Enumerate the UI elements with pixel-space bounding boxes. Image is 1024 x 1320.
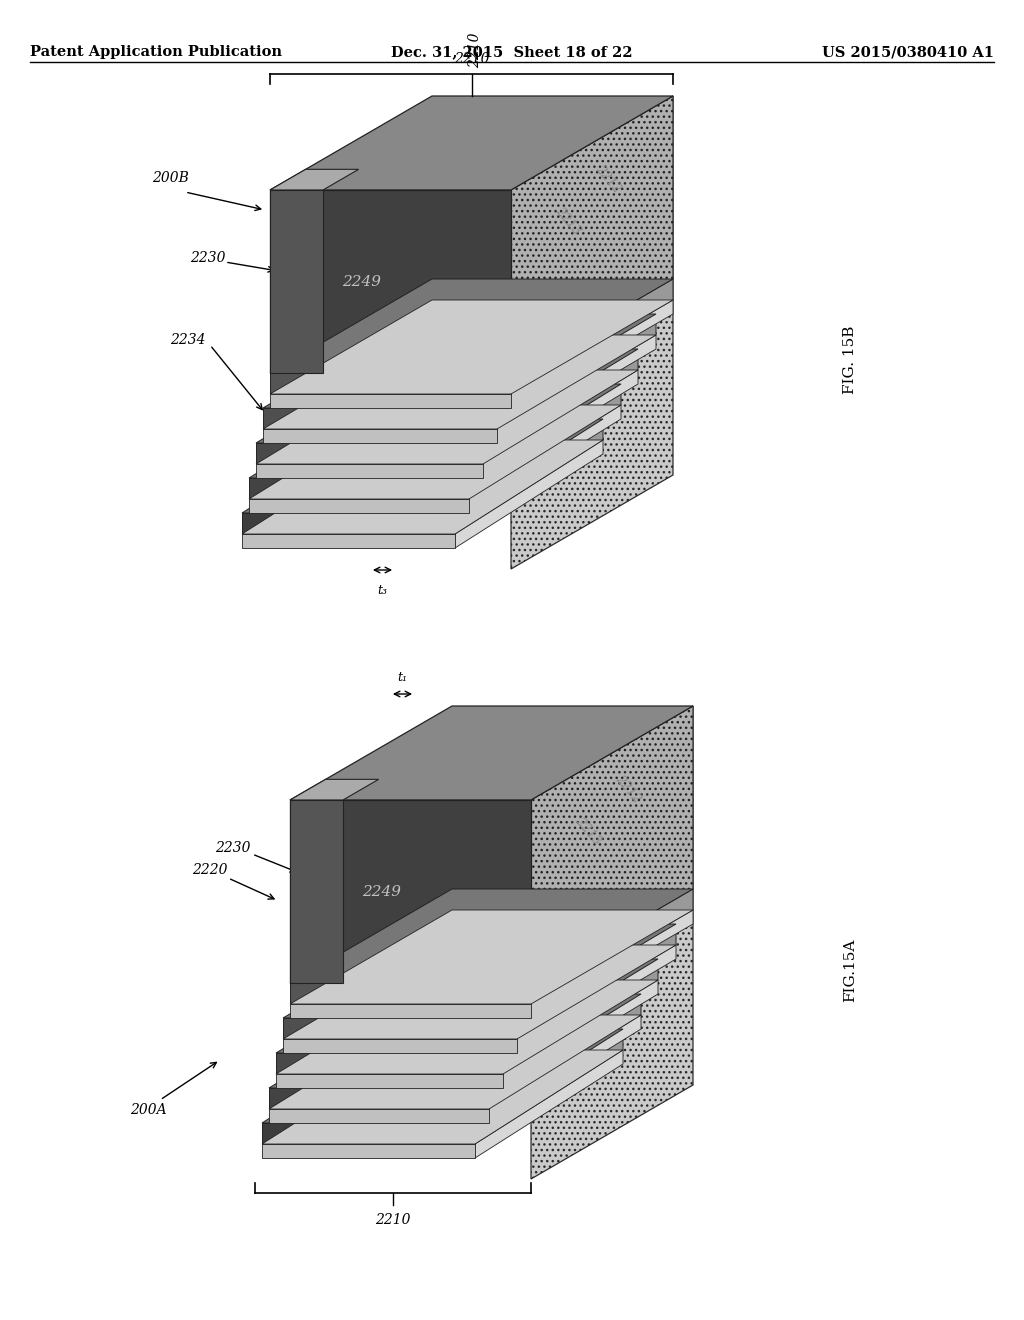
Polygon shape <box>270 300 673 393</box>
Polygon shape <box>256 444 483 465</box>
Text: FIG.15A: FIG.15A <box>843 939 857 1002</box>
Text: 2210: 2210 <box>375 1213 411 1228</box>
Polygon shape <box>242 440 603 535</box>
Polygon shape <box>511 96 673 374</box>
Polygon shape <box>290 800 531 983</box>
Text: 200B: 200B <box>152 172 188 185</box>
Polygon shape <box>497 335 656 444</box>
Polygon shape <box>290 779 379 800</box>
Polygon shape <box>263 335 656 429</box>
Polygon shape <box>242 513 455 535</box>
Polygon shape <box>270 96 673 190</box>
Polygon shape <box>455 418 603 535</box>
Polygon shape <box>270 190 511 374</box>
Polygon shape <box>283 924 676 1018</box>
Polygon shape <box>511 279 673 393</box>
Polygon shape <box>276 1053 503 1074</box>
Polygon shape <box>249 478 469 499</box>
Polygon shape <box>517 945 676 1053</box>
Text: US 2015/0380410 A1: US 2015/0380410 A1 <box>822 45 994 59</box>
Polygon shape <box>531 909 693 1018</box>
Text: 2213: 2213 <box>552 205 583 238</box>
Text: 2249: 2249 <box>362 884 401 899</box>
Polygon shape <box>242 535 455 548</box>
Polygon shape <box>283 945 676 1039</box>
Polygon shape <box>483 348 638 465</box>
Text: 2249: 2249 <box>342 275 381 289</box>
Polygon shape <box>503 960 658 1074</box>
Text: 2210: 2210 <box>454 51 489 66</box>
Polygon shape <box>276 979 658 1074</box>
Polygon shape <box>489 994 641 1109</box>
Polygon shape <box>270 169 358 190</box>
Polygon shape <box>455 440 603 548</box>
Polygon shape <box>262 1144 475 1158</box>
Polygon shape <box>511 300 673 408</box>
Text: FIG. 15B: FIG. 15B <box>843 326 857 395</box>
Polygon shape <box>269 1015 641 1109</box>
Text: t₁: t₁ <box>397 671 407 684</box>
Polygon shape <box>290 888 693 983</box>
Polygon shape <box>531 706 693 1179</box>
Polygon shape <box>290 1005 531 1018</box>
Text: 2234: 2234 <box>170 333 206 347</box>
Polygon shape <box>256 465 483 478</box>
Polygon shape <box>469 405 621 513</box>
Text: Dec. 31, 2015  Sheet 18 of 22: Dec. 31, 2015 Sheet 18 of 22 <box>391 45 633 59</box>
Polygon shape <box>475 1049 623 1158</box>
Polygon shape <box>483 370 638 478</box>
Polygon shape <box>249 499 469 513</box>
Polygon shape <box>531 706 693 983</box>
Polygon shape <box>283 1039 517 1053</box>
Polygon shape <box>269 994 641 1088</box>
Polygon shape <box>270 393 511 408</box>
Polygon shape <box>531 888 693 1005</box>
Polygon shape <box>517 924 676 1039</box>
Polygon shape <box>511 96 673 569</box>
Polygon shape <box>270 374 511 393</box>
Polygon shape <box>290 909 693 1005</box>
Polygon shape <box>475 1030 623 1144</box>
Polygon shape <box>263 408 497 429</box>
Polygon shape <box>276 1074 503 1088</box>
Text: 2220: 2220 <box>193 863 227 876</box>
Text: t₃: t₃ <box>377 583 387 597</box>
Polygon shape <box>262 1030 623 1123</box>
Polygon shape <box>269 1088 489 1109</box>
Polygon shape <box>503 979 658 1088</box>
Polygon shape <box>283 1018 517 1039</box>
Text: 200A: 200A <box>130 1104 167 1117</box>
Polygon shape <box>290 800 343 983</box>
Polygon shape <box>263 314 656 408</box>
Polygon shape <box>290 983 531 1005</box>
Polygon shape <box>469 384 621 499</box>
Text: 2230: 2230 <box>215 841 251 855</box>
Polygon shape <box>290 706 693 800</box>
Polygon shape <box>262 1123 475 1144</box>
Polygon shape <box>242 418 603 513</box>
Polygon shape <box>249 405 621 499</box>
Polygon shape <box>276 960 658 1053</box>
Polygon shape <box>497 314 656 429</box>
Polygon shape <box>256 348 638 444</box>
Text: 2213: 2213 <box>572 814 603 847</box>
Text: 2212: 2212 <box>613 774 643 805</box>
Polygon shape <box>262 1049 623 1144</box>
Polygon shape <box>489 1015 641 1123</box>
Polygon shape <box>256 370 638 465</box>
Text: 2230: 2230 <box>190 251 225 265</box>
Polygon shape <box>249 384 621 478</box>
Polygon shape <box>263 429 497 444</box>
Polygon shape <box>270 190 323 374</box>
Text: Patent Application Publication: Patent Application Publication <box>30 45 282 59</box>
Text: 2210: 2210 <box>469 33 482 69</box>
Polygon shape <box>269 1109 489 1123</box>
Text: 2212: 2212 <box>593 162 624 195</box>
Polygon shape <box>270 279 673 374</box>
